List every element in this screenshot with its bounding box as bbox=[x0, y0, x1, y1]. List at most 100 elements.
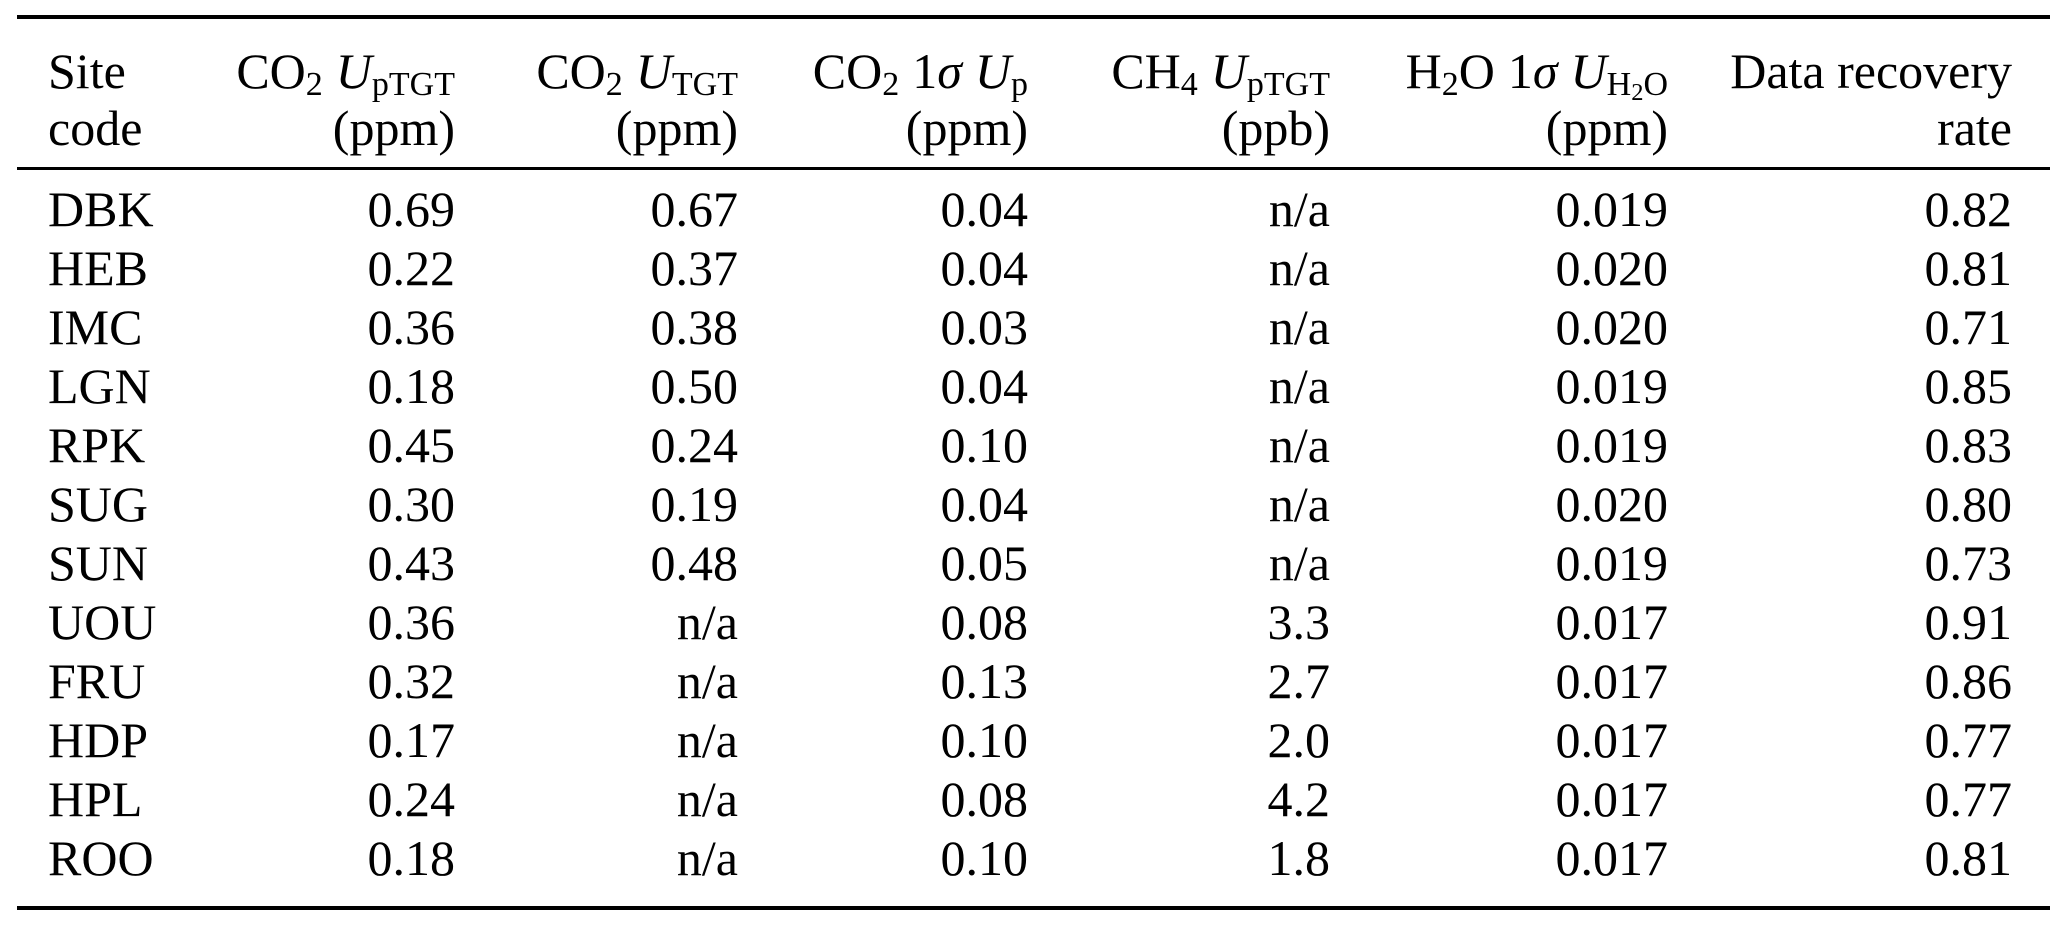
header-recovery-line2: rate bbox=[1937, 100, 2012, 156]
value-cell: 0.05 bbox=[940, 535, 1029, 591]
value-cell: 0.04 bbox=[940, 240, 1029, 296]
table-row: HDP 0.17 n/a 0.10 2.0 0.017 0.77 bbox=[17, 711, 2050, 770]
header-co2-uptgt-unit: (ppm) bbox=[332, 100, 455, 156]
site-code-cell: SUN bbox=[48, 535, 149, 591]
value-cell: 0.08 bbox=[940, 594, 1029, 650]
header-co2-1sigma-up-formula: CO2 1σ Up bbox=[812, 43, 1028, 104]
header-co2-utgt-formula: CO2 UTGT bbox=[536, 43, 738, 104]
value-cell: 0.71 bbox=[1924, 299, 2013, 355]
value-cell: 0.69 bbox=[367, 181, 456, 237]
header-recovery-line1: Data recovery bbox=[1730, 43, 2012, 99]
value-cell: 1.8 bbox=[1267, 830, 1331, 886]
table-header: Site code CO2 UpTGT (ppm) CO2 UTGT (ppm) C… bbox=[17, 17, 2050, 170]
value-cell: 0.017 bbox=[1555, 771, 1669, 827]
value-cell: 0.19 bbox=[650, 476, 739, 532]
site-code-cell: UOU bbox=[48, 594, 157, 650]
table-row: ROO 0.18 n/a 0.10 1.8 0.017 0.81 bbox=[17, 829, 2050, 908]
value-cell: 0.45 bbox=[367, 417, 456, 473]
subscript: 4 bbox=[1180, 66, 1198, 104]
value-cell: 0.017 bbox=[1555, 712, 1669, 768]
math-symbol-U: U bbox=[335, 43, 372, 99]
value-cell: n/a bbox=[1268, 181, 1330, 237]
subscript: pTGT bbox=[1246, 66, 1330, 104]
value-cell: 2.7 bbox=[1267, 653, 1331, 709]
site-code-cell: HEB bbox=[48, 240, 148, 296]
value-cell: 0.43 bbox=[367, 535, 456, 591]
value-cell: 0.81 bbox=[1924, 830, 2013, 886]
value-cell: 0.04 bbox=[940, 476, 1029, 532]
subscript: pTGT bbox=[371, 66, 455, 104]
value-cell: n/a bbox=[676, 594, 738, 650]
table-row: FRU 0.32 n/a 0.13 2.7 0.017 0.86 bbox=[17, 652, 2050, 711]
value-cell: 0.020 bbox=[1555, 476, 1669, 532]
subscript: TGT bbox=[671, 66, 738, 104]
value-cell: 0.36 bbox=[367, 299, 456, 355]
value-cell: 0.82 bbox=[1924, 181, 2013, 237]
value-cell: n/a bbox=[676, 653, 738, 709]
header-ch4-uptgt-unit: (ppb) bbox=[1221, 100, 1330, 156]
col-header-co2-1sigma-up: CO2 1σ Up (ppm) bbox=[738, 17, 1028, 170]
site-code-cell: IMC bbox=[48, 299, 143, 355]
table-body: DBK 0.69 0.67 0.04 n/a 0.019 0.82 HEB 0.22 0.37 0.… bbox=[17, 169, 2050, 909]
table-row: HPL 0.24 n/a 0.08 4.2 0.017 0.77 bbox=[17, 770, 2050, 829]
subscript: p bbox=[1011, 66, 1028, 104]
header-co2-utgt-unit: (ppm) bbox=[615, 100, 738, 156]
value-cell: n/a bbox=[1268, 299, 1330, 355]
value-cell: 0.18 bbox=[367, 358, 456, 414]
subscript: 2 bbox=[605, 66, 623, 104]
value-cell: 0.36 bbox=[367, 594, 456, 650]
sigma-symbol: σ bbox=[937, 43, 962, 99]
math-symbol-U: U bbox=[635, 43, 672, 99]
site-code-cell: LGN bbox=[48, 358, 151, 414]
value-cell: 0.77 bbox=[1924, 712, 2013, 768]
nested-subscript: 2 bbox=[1631, 78, 1644, 106]
value-cell: 0.13 bbox=[940, 653, 1029, 709]
value-cell: 0.24 bbox=[650, 417, 739, 473]
value-cell: 0.73 bbox=[1924, 535, 2013, 591]
col-header-h2o-1sigma-uh2o: H2O 1σ UH2O (ppm) bbox=[1330, 17, 1668, 170]
value-cell: n/a bbox=[1268, 240, 1330, 296]
value-cell: 0.77 bbox=[1924, 771, 2013, 827]
value-cell: 4.2 bbox=[1267, 771, 1331, 827]
value-cell: 0.08 bbox=[940, 771, 1029, 827]
value-cell: 0.019 bbox=[1555, 358, 1669, 414]
value-cell: 0.017 bbox=[1555, 830, 1669, 886]
header-co2-1sigma-up-unit: (ppm) bbox=[905, 100, 1028, 156]
value-cell: 0.020 bbox=[1555, 299, 1669, 355]
site-code-cell: DBK bbox=[48, 181, 154, 237]
value-cell: n/a bbox=[1268, 417, 1330, 473]
value-cell: 0.019 bbox=[1555, 535, 1669, 591]
subscript: 2 bbox=[305, 66, 323, 104]
value-cell: 0.017 bbox=[1555, 653, 1669, 709]
value-cell: 0.48 bbox=[650, 535, 739, 591]
table-row: IMC 0.36 0.38 0.03 n/a 0.020 0.71 bbox=[17, 298, 2050, 357]
header-site-line1: Site bbox=[48, 43, 126, 99]
value-cell: 0.019 bbox=[1555, 417, 1669, 473]
col-header-co2-uptgt: CO2 UpTGT (ppm) bbox=[177, 17, 455, 170]
col-header-co2-utgt: CO2 UTGT (ppm) bbox=[455, 17, 738, 170]
header-site-line2: code bbox=[48, 100, 143, 156]
col-header-data-recovery-rate: Data recovery rate bbox=[1668, 17, 2050, 170]
value-cell: 0.17 bbox=[367, 712, 456, 768]
uncertainty-table: Site code CO2 UpTGT (ppm) CO2 UTGT (ppm) C… bbox=[17, 15, 2050, 910]
math-symbol-U: U bbox=[974, 43, 1011, 99]
value-cell: 0.81 bbox=[1924, 240, 2013, 296]
value-cell: 0.04 bbox=[940, 181, 1029, 237]
value-cell: 0.38 bbox=[650, 299, 739, 355]
value-cell: 0.22 bbox=[367, 240, 456, 296]
site-uncertainty-table: Site code CO2 UpTGT (ppm) CO2 UTGT (ppm) C… bbox=[17, 15, 2050, 910]
value-cell: 2.0 bbox=[1267, 712, 1331, 768]
table-row: LGN 0.18 0.50 0.04 n/a 0.019 0.85 bbox=[17, 357, 2050, 416]
table-row: RPK 0.45 0.24 0.10 n/a 0.019 0.83 bbox=[17, 416, 2050, 475]
value-cell: 0.85 bbox=[1924, 358, 2013, 414]
value-cell: 0.91 bbox=[1924, 594, 2013, 650]
value-cell: 0.10 bbox=[940, 417, 1029, 473]
value-cell: 0.03 bbox=[940, 299, 1029, 355]
site-code-cell: FRU bbox=[48, 653, 146, 709]
sigma-symbol: σ bbox=[1532, 43, 1558, 99]
value-cell: n/a bbox=[676, 830, 738, 886]
table-row: UOU 0.36 n/a 0.08 3.3 0.017 0.91 bbox=[17, 593, 2050, 652]
site-code-cell: ROO bbox=[48, 830, 154, 886]
value-cell: n/a bbox=[676, 771, 738, 827]
math-symbol-U: U bbox=[1210, 43, 1247, 99]
